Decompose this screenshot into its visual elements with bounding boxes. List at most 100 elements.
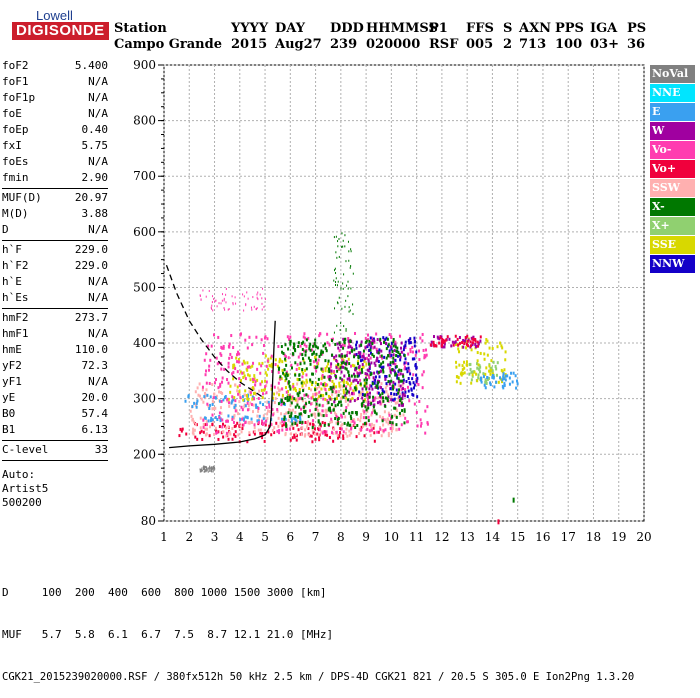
echo-point [365,408,368,412]
echo-point [232,303,234,306]
echo-point [494,364,497,368]
echo-point [215,394,218,398]
echo-point [368,362,371,366]
param-value: 72.3 [81,359,109,372]
ionogram-plot: 1 2 3 4 5 6 7 8 9 10 11 12 13 14 15 16 17 18 19 20802003004… [133,58,652,544]
echo-point [351,396,354,400]
echo-point [418,358,421,362]
echo-point [334,404,337,408]
echo-point [342,389,345,393]
echo-point [398,379,401,383]
echo-point [366,392,369,396]
echo-point [281,395,284,399]
echo-point [485,381,488,385]
echo-point [347,295,349,298]
echo-point [251,386,254,390]
echo-point [204,427,207,431]
echo-point [336,359,339,363]
echo-point [477,341,480,345]
param-name: hmF1 [2,327,29,340]
echo-point [347,240,349,243]
echo-point [490,366,493,370]
echo-point [501,380,504,384]
divider [2,188,108,189]
echo-point [452,343,455,347]
echo-point [367,333,370,337]
echo-point [355,352,358,356]
echo-point [309,380,312,384]
echo-point [378,364,381,368]
echo-point [410,387,413,391]
echo-point [233,363,236,367]
echo-point [326,399,329,403]
echo-point [317,358,320,362]
echo-point [281,350,284,354]
echo-point [206,467,208,470]
echo-point [281,400,284,404]
echo-point [377,370,380,374]
echo-point [369,336,372,340]
x-tick-label: 18 [586,530,601,544]
echo-point [487,377,490,381]
echo-point [290,401,293,405]
echo-point [274,358,277,362]
echo-point [503,382,506,386]
echo-point [322,383,325,387]
echo-point [277,344,280,348]
echo-point [373,381,376,385]
echo-point [349,309,351,312]
echo-point [212,295,214,298]
echo-point [283,417,286,421]
echo-point [264,379,267,383]
echo-point [287,411,290,415]
echo-point [203,465,205,468]
y-tick-label: 900 [133,58,156,72]
echo-point [342,391,345,395]
echo-point [299,362,302,366]
echo-point [212,470,214,473]
echo-point [180,429,183,433]
echo-point [458,363,461,367]
echo-point [471,337,474,341]
echo-point [338,389,341,393]
echo-point [249,392,252,396]
echo-point [326,409,329,413]
echo-point [365,378,368,382]
echo-point [395,388,398,392]
param-name: foE [2,107,22,120]
legend-item: Vo- [650,141,695,159]
echo-point [306,422,309,426]
echo-point [379,427,382,431]
echo-point [226,397,229,401]
echo-point [207,469,209,472]
param-value: 5.75 [81,139,109,152]
echo-point [339,376,342,380]
echo-point [290,411,293,415]
echo-point [342,346,345,350]
echo-point [373,439,376,443]
echo-point [248,433,251,437]
echo-point [461,364,464,368]
echo-point [370,401,373,405]
echo-point [371,342,374,346]
echo-point [440,344,443,348]
echo-point [324,342,327,346]
echo-point [223,307,225,310]
echo-point [287,356,290,360]
echo-point [251,397,254,401]
echo-point [341,385,344,389]
echo-point [336,403,339,407]
echo-point [443,345,446,349]
y-tick-label: 200 [133,447,156,461]
echo-point [466,334,469,338]
echo-point [345,367,348,371]
echo-region [497,519,500,525]
echo-point [385,356,388,360]
echo-point [413,383,416,387]
echo-point [364,346,367,350]
echo-point [299,412,302,416]
echo-point [338,435,341,439]
echo-point [348,376,351,380]
echo-point [491,375,494,379]
echo-point [322,430,325,434]
